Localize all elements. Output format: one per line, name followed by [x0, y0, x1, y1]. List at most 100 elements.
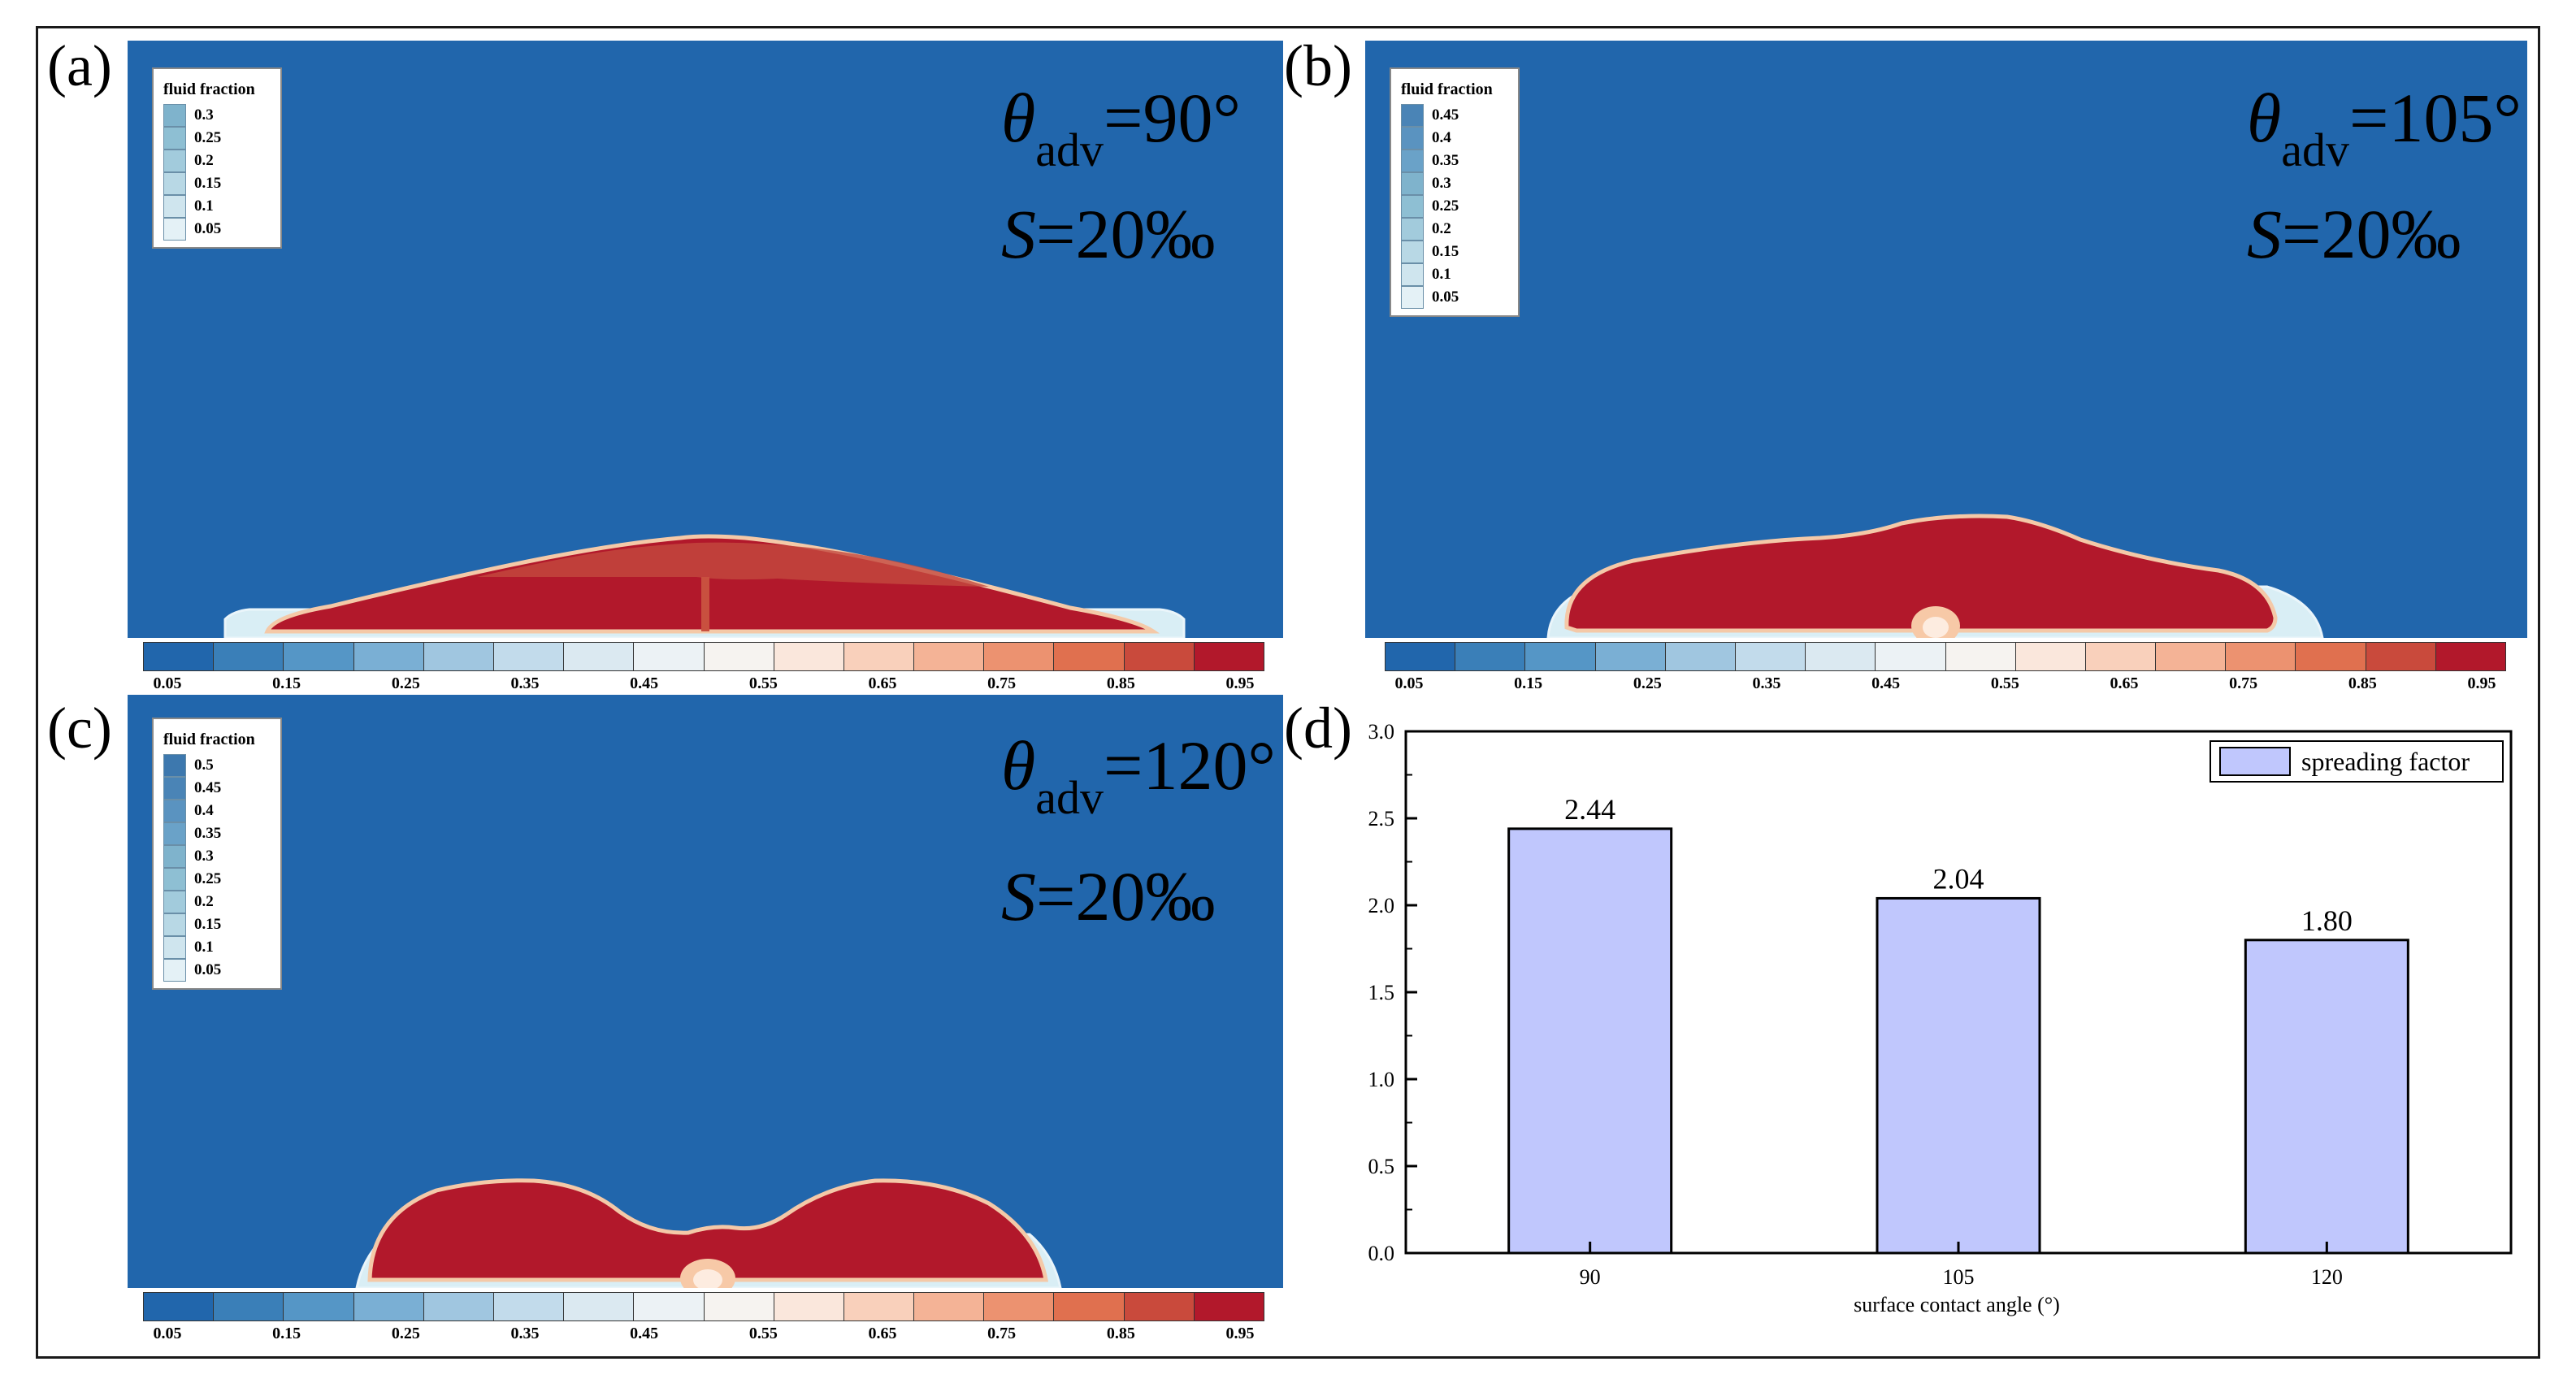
legend-level: 0.15: [194, 175, 222, 192]
colorbar-segment: [2366, 643, 2436, 670]
legend-title: fluid fraction: [163, 731, 255, 748]
colorbar-segment: [144, 643, 215, 670]
colorbar-b: [1385, 642, 2506, 671]
colorbar-tick-label: 0.75: [987, 674, 1017, 692]
colorbar-segment: [1525, 643, 1596, 670]
theta-annotation-c: θadv=120°: [1001, 726, 1276, 824]
legend-level: 0.05: [194, 961, 222, 978]
panel-label-c: (c): [47, 696, 112, 761]
chart-svg: 0.0 0.5 1.0 1.5 2.0 2.5 3.0 2.44 90 2.04 105 1.80 12…: [1368, 720, 2513, 1316]
colorbar-segment: [564, 643, 635, 670]
colorbar-segment: [564, 1293, 635, 1320]
colorbar-segment: [493, 643, 565, 670]
colorbar-segment: [984, 643, 1055, 670]
colorbar-tick-label: 0.85: [2348, 674, 2377, 692]
legend-swatch: [2219, 747, 2291, 776]
legend-a: fluid fraction 0.3 0.25 0.2 0.15 0.1 0.0…: [152, 67, 282, 249]
theta-annotation-a: θadv=90°: [1001, 79, 1241, 176]
legend-level: 0.2: [194, 152, 214, 169]
colorbar-tick-label: 0.95: [2467, 674, 2496, 692]
colorbar-segment: [423, 1293, 494, 1320]
legend-level: 0.2: [194, 893, 214, 910]
colorbar-tick-label: 0.05: [153, 1325, 182, 1342]
legend-level: 0.45: [1432, 106, 1459, 124]
colorbar-segment: [1876, 643, 1946, 670]
legend-level: 0.5: [194, 757, 214, 774]
colorbar-segment: [1194, 1293, 1264, 1320]
bar: [2244, 939, 2409, 1255]
x-tick-label: 120: [2311, 1265, 2343, 1289]
legend-title: fluid fraction: [163, 80, 255, 98]
colorbar-segment: [2226, 643, 2296, 670]
colorbar-tick-label: 0.15: [272, 674, 301, 692]
legend-level: 0.3: [1432, 175, 1451, 192]
legend-level: 0.05: [1432, 288, 1459, 306]
colorbar-segment: [214, 643, 284, 670]
colorbar-c: [143, 1292, 1264, 1321]
colorbar-segment: [1455, 643, 1526, 670]
colorbar-segment: [144, 1293, 215, 1320]
colorbar-segment: [2296, 643, 2366, 670]
legend-b: fluid fraction 0.45 0.4 0.35 0.3 0.25 0.…: [1390, 67, 1520, 317]
legend-level: 0.15: [194, 916, 222, 933]
colorbar-segment: [1194, 643, 1264, 670]
colorbar-segment: [2015, 643, 2086, 670]
legend-level: 0.25: [1432, 197, 1459, 215]
colorbar-tick-label: 0.55: [1990, 674, 2019, 692]
colorbar-tick-label: 0.75: [2229, 674, 2258, 692]
colorbar-segment: [284, 643, 354, 670]
colorbar-segment: [1735, 643, 1806, 670]
colorbar-tick-label: 0.55: [748, 674, 778, 692]
legend-level: 0.35: [194, 825, 222, 842]
colorbar-segment: [1124, 1293, 1195, 1320]
colorbar-segment: [1665, 643, 1736, 670]
legend-level: 0.25: [194, 129, 222, 146]
droplet-c: [367, 1178, 1048, 1282]
y-tick-label: 2.0: [1368, 894, 1395, 917]
colorbar-segment: [634, 643, 705, 670]
bar-value-label: 2.44: [1564, 793, 1615, 826]
legend-level: 0.2: [1432, 220, 1451, 237]
colorbar-segment: [704, 643, 774, 670]
colorbar-tick-label: 0.95: [1225, 674, 1255, 692]
legend-level: 0.15: [1432, 243, 1459, 260]
simulation-c: fluid fraction 0.5 0.45 0.4 0.35 0.3 0.2…: [128, 695, 1283, 1288]
y-tick-label: 1.0: [1368, 1068, 1395, 1091]
colorbar-tick-label: 0.85: [1106, 674, 1135, 692]
colorbar-segment: [1054, 1293, 1125, 1320]
colorbar-segment: [1124, 643, 1195, 670]
colorbar-segment: [353, 1293, 424, 1320]
colorbar-ticks-c: 0.05 0.15 0.25 0.35 0.45 0.55 0.65 0.75 0.85 0.95: [143, 1325, 1264, 1346]
y-tick-label: 0.0: [1368, 1242, 1395, 1265]
panel-label-d: (d): [1284, 696, 1352, 761]
colorbar-segment: [423, 643, 494, 670]
colorbar-tick-label: 0.95: [1225, 1325, 1255, 1342]
colorbar-tick-label: 0.85: [1106, 1325, 1135, 1342]
theta-annotation-b: θadv=105°: [2247, 79, 2522, 176]
colorbar-tick-label: 0.25: [391, 1325, 420, 1342]
colorbar-segment: [704, 1293, 774, 1320]
y-tick-label: 3.0: [1368, 720, 1395, 744]
colorbar-segment: [843, 1293, 915, 1320]
colorbar-tick-label: 0.05: [1394, 674, 1424, 692]
colorbar-segment: [774, 1293, 844, 1320]
colorbar-segment: [353, 643, 424, 670]
colorbar-tick-label: 0.65: [868, 674, 897, 692]
colorbar-segment: [774, 643, 844, 670]
bar-value-label: 1.80: [2301, 904, 2353, 937]
colorbar-tick-label: 0.15: [272, 1325, 301, 1342]
colorbar-segment: [284, 1293, 354, 1320]
figure-frame: [36, 26, 2540, 1359]
legend-level: 0.3: [194, 106, 214, 124]
x-tick-label: 105: [1943, 1265, 1975, 1289]
panel-label-b: (b): [1284, 33, 1352, 98]
colorbar-segment: [2435, 643, 2505, 670]
legend-level: 0.35: [1432, 152, 1459, 169]
x-tick-label: 90: [1580, 1265, 1601, 1289]
legend-c: fluid fraction 0.5 0.45 0.4 0.35 0.3 0.2…: [152, 718, 282, 990]
legend-level: 0.1: [1432, 266, 1451, 283]
droplet-a: [264, 534, 1160, 634]
legend-level: 0.1: [194, 939, 214, 956]
bar: [1507, 827, 1673, 1255]
colorbar-segment: [1054, 643, 1125, 670]
